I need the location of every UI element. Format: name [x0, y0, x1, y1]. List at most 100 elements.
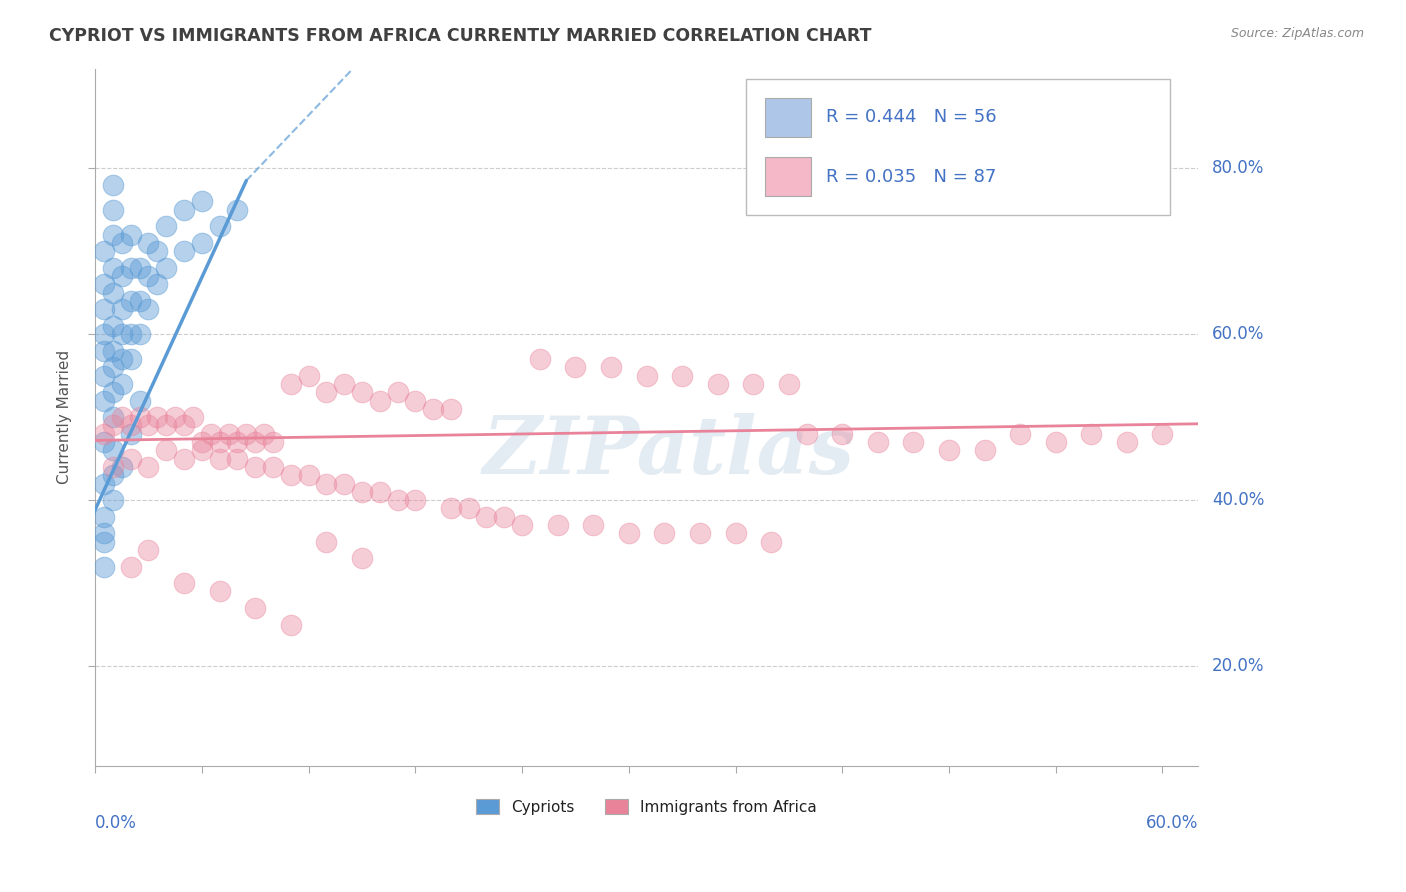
Point [173, 244, 195, 259]
Point [440, 401, 463, 416]
Point [93, 327, 115, 342]
Point [191, 443, 214, 458]
Point [93, 526, 115, 541]
Point [280, 617, 302, 632]
Point [671, 368, 693, 383]
Point [93, 368, 115, 383]
Point [315, 534, 337, 549]
Text: 40.0%: 40.0% [1212, 491, 1264, 509]
Point [138, 459, 160, 474]
Point [101, 318, 124, 333]
Point [93, 476, 115, 491]
Point [1010, 426, 1032, 441]
Point [404, 493, 426, 508]
Point [128, 293, 150, 308]
Point [350, 385, 373, 400]
Text: 0.0%: 0.0% [96, 814, 136, 832]
Point [600, 360, 623, 375]
Point [93, 559, 115, 574]
Point [510, 518, 533, 533]
Point [368, 393, 391, 408]
Point [245, 435, 267, 450]
Point [280, 376, 302, 391]
Point [200, 426, 222, 441]
Point [208, 584, 231, 599]
Point [350, 484, 373, 499]
Point [93, 302, 115, 317]
Point [1152, 426, 1174, 441]
Point [253, 426, 276, 441]
Text: ZIPatlas: ZIPatlas [482, 413, 855, 491]
Point [759, 534, 782, 549]
Point [93, 534, 115, 549]
Point [778, 376, 800, 391]
Point [93, 509, 115, 524]
Point [208, 451, 231, 466]
Point [218, 426, 240, 441]
FancyBboxPatch shape [745, 79, 1171, 215]
Point [831, 426, 853, 441]
Point [903, 435, 925, 450]
Point [101, 385, 124, 400]
Point [866, 435, 889, 450]
Point [155, 443, 177, 458]
Point [155, 219, 177, 234]
Text: 60.0%: 60.0% [1146, 814, 1198, 832]
Y-axis label: Currently Married: Currently Married [58, 350, 72, 484]
Point [1045, 435, 1067, 450]
Text: R = 0.035   N = 87: R = 0.035 N = 87 [827, 168, 997, 186]
Point [387, 493, 409, 508]
Point [315, 385, 337, 400]
Point [111, 459, 134, 474]
Point [138, 235, 160, 250]
Text: 20.0%: 20.0% [1212, 657, 1264, 675]
Point [564, 360, 586, 375]
Point [120, 352, 142, 367]
Point [111, 410, 134, 425]
Point [226, 451, 249, 466]
Point [101, 468, 124, 483]
Point [404, 393, 426, 408]
Point [297, 468, 319, 483]
Point [146, 277, 169, 292]
Point [111, 302, 134, 317]
Point [93, 393, 115, 408]
Point [191, 194, 214, 209]
Point [120, 559, 142, 574]
Point [208, 435, 231, 450]
Point [101, 285, 124, 300]
Text: 60.0%: 60.0% [1212, 326, 1264, 343]
Point [120, 426, 142, 441]
Point [138, 543, 160, 558]
Point [101, 443, 124, 458]
Point [155, 260, 177, 275]
Point [146, 410, 169, 425]
Point [262, 435, 284, 450]
Point [93, 343, 115, 358]
Point [111, 235, 134, 250]
Point [333, 476, 356, 491]
Point [101, 360, 124, 375]
Point [547, 518, 569, 533]
Point [173, 418, 195, 433]
Point [1116, 435, 1139, 450]
Point [138, 268, 160, 283]
Legend: Cypriots, Immigrants from Africa: Cypriots, Immigrants from Africa [470, 793, 823, 821]
Point [173, 576, 195, 591]
Point [111, 268, 134, 283]
Point [93, 277, 115, 292]
Point [636, 368, 658, 383]
Point [101, 178, 124, 192]
Bar [765, 98, 811, 136]
Point [128, 393, 150, 408]
Point [93, 426, 115, 441]
Point [208, 219, 231, 234]
Point [101, 343, 124, 358]
Point [350, 551, 373, 566]
Point [440, 501, 463, 516]
Point [226, 202, 249, 217]
Point [226, 435, 249, 450]
Point [101, 418, 124, 433]
Point [120, 227, 142, 242]
Point [101, 260, 124, 275]
